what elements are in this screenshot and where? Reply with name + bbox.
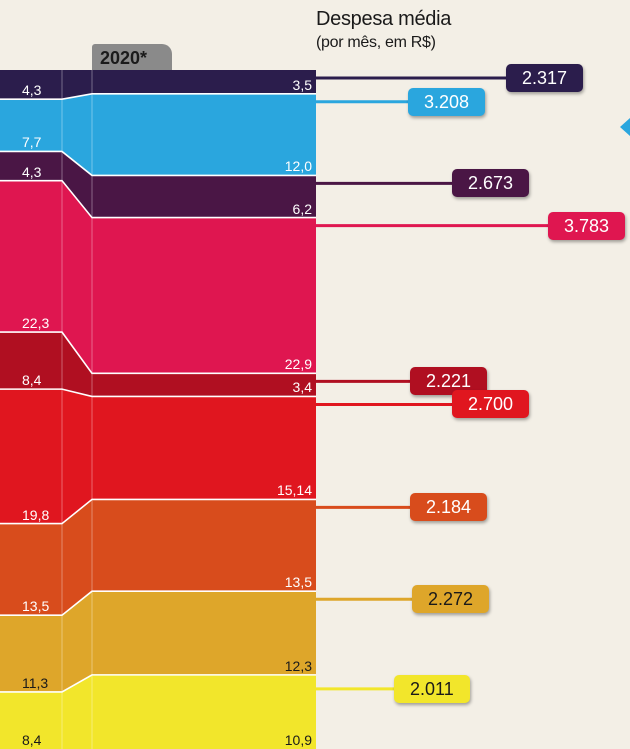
left-share-label: 4,3 [22, 82, 42, 99]
right-share-label: 15,14 [276, 482, 312, 499]
right-share-label: 12,3 [284, 657, 312, 674]
band-2 [0, 93, 316, 176]
right-share-label: 10,9 [284, 732, 312, 748]
band-divider [0, 93, 316, 100]
left-share-label: 4,3 [22, 163, 42, 180]
despesa-pill: 2.011 [394, 674, 470, 703]
pointer-arrow-icon [620, 118, 630, 136]
band-divider [0, 498, 316, 525]
band-divider [0, 590, 316, 617]
band-divider [0, 150, 316, 177]
left-share-label: 11,3 [22, 674, 49, 691]
despesa-pill: 2.272 [412, 585, 490, 614]
despesa-pill: 2.700 [452, 390, 530, 419]
band-8 [0, 591, 316, 692]
despesa-pill: 2.184 [410, 493, 488, 522]
band-1 [0, 70, 316, 100]
left-share-label: 8,4 [22, 372, 42, 389]
band-divider [0, 331, 316, 375]
right-share-label: 6,2 [292, 200, 312, 217]
right-share-label: 3,4 [292, 379, 312, 396]
left-share-label: 13,5 [22, 598, 50, 615]
right-share-label: 3,5 [292, 76, 312, 93]
despesa-pill: 3.208 [408, 87, 486, 116]
right-share-label: 13,5 [284, 574, 312, 591]
band-9 [0, 674, 316, 749]
left-share-label: 8,4 [22, 732, 42, 748]
right-share-label: 22,9 [284, 356, 312, 373]
band-5 [0, 332, 316, 397]
band-divider [0, 388, 316, 398]
band-6 [0, 389, 316, 524]
despesa-pill: 2.317 [506, 64, 584, 92]
chart-title: Despesa média [316, 8, 452, 30]
left-share-label: 19,8 [22, 506, 50, 523]
band-7 [0, 499, 316, 616]
band-divider [0, 674, 316, 693]
year-tab-2020: 2020* [92, 44, 172, 70]
band-divider [0, 179, 316, 219]
right-share-label: 12,0 [284, 158, 312, 175]
band-4 [0, 180, 316, 374]
chart-subtitle: (por mês, em R$) [316, 34, 436, 51]
despesa-pill: 3.783 [548, 211, 626, 240]
left-share-label: 22,3 [22, 315, 50, 332]
left-share-label: 7,7 [22, 134, 42, 151]
despesa-pill: 2.673 [452, 169, 530, 198]
